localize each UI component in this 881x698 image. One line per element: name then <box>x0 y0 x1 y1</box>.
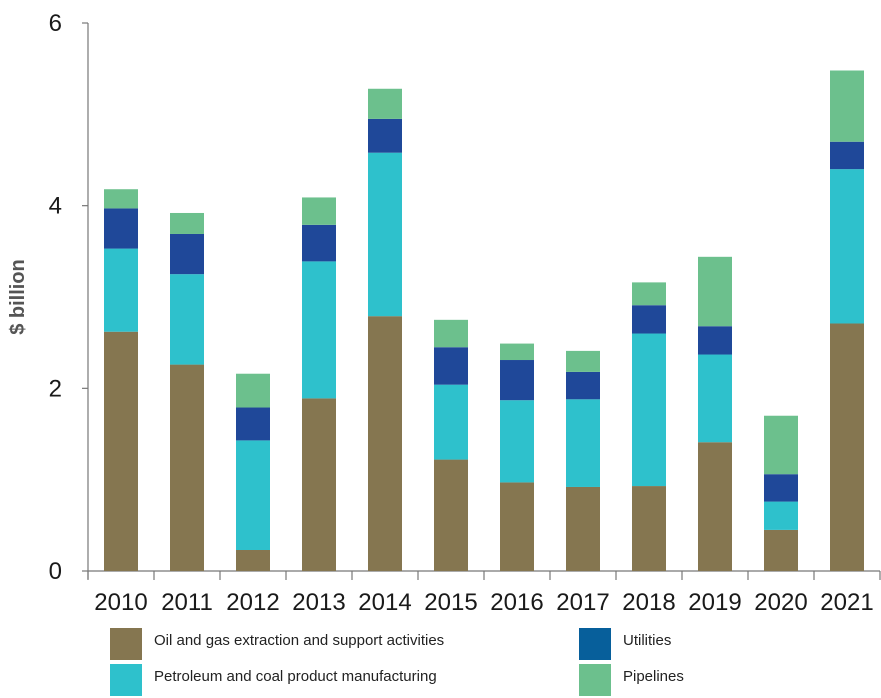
legend-label: Pipelines <box>623 668 684 685</box>
x-tick-label: 2012 <box>226 589 279 616</box>
x-tick-label: 2020 <box>754 589 807 616</box>
bar-segment <box>830 70 864 142</box>
bar-segment <box>104 189 138 209</box>
bar-segment <box>236 407 270 441</box>
bar-segment <box>170 233 204 275</box>
bar-segment <box>500 343 534 361</box>
legend-label: Oil and gas extraction and support activ… <box>154 632 444 649</box>
bar-segment <box>368 118 402 153</box>
bar-segment <box>632 305 666 334</box>
bar-segment <box>170 364 204 571</box>
bar-segment <box>632 282 666 306</box>
bar-segment <box>236 373 270 408</box>
bar-segment <box>170 212 204 234</box>
bar-segment <box>368 316 402 571</box>
x-tick-label: 2010 <box>94 589 147 616</box>
bar-segment <box>434 459 468 571</box>
x-tick-label: 2016 <box>490 589 543 616</box>
bar-segment <box>368 88 402 119</box>
legend-label: Utilities <box>623 632 671 649</box>
x-axis: 2010 2011 2012 2013 2014 2015 2016 2017 2018 2019… <box>87 570 881 616</box>
y-tick-label: 2 <box>49 375 62 402</box>
bar-segment <box>434 384 468 460</box>
bar-segment <box>434 319 468 348</box>
bar-segment <box>104 331 138 571</box>
bar-segment <box>764 501 798 530</box>
x-tick-label: 2013 <box>292 589 345 616</box>
x-tick-label: 2019 <box>688 589 741 616</box>
x-tick-label: 2014 <box>358 589 411 616</box>
bar-segment <box>830 169 864 324</box>
bar-segment <box>170 274 204 365</box>
bar-segment <box>698 442 732 571</box>
y-tick-label: 4 <box>49 193 62 220</box>
legend: Oil and gas extraction and support activ… <box>110 628 684 696</box>
legend-swatch <box>110 628 142 660</box>
bar-segment <box>566 486 600 571</box>
bar-segment <box>368 152 402 317</box>
bar-segment <box>566 371 600 400</box>
bar-segment <box>302 398 336 571</box>
bars <box>104 70 864 571</box>
bar-segment <box>764 415 798 475</box>
x-tick-label: 2017 <box>556 589 609 616</box>
bar-segment <box>302 197 336 225</box>
bar-segment <box>698 354 732 443</box>
bar-segment <box>698 326 732 355</box>
bar-segment <box>434 347 468 385</box>
bar-segment <box>830 323 864 571</box>
y-tick-label: 0 <box>49 558 62 585</box>
y-tick-label: 6 <box>49 10 62 37</box>
legend-swatch <box>579 664 611 696</box>
bar-segment <box>764 474 798 502</box>
bar-segment <box>566 350 600 372</box>
legend-label: Petroleum and coal product manufacturing <box>154 668 437 685</box>
bar-segment <box>632 333 666 487</box>
bar-segment <box>830 141 864 170</box>
y-axis: 0 2 4 6 <box>49 10 89 585</box>
bar-segment <box>236 440 270 550</box>
x-tick-label: 2021 <box>820 589 873 616</box>
bar-segment <box>566 399 600 487</box>
bar-segment <box>104 208 138 249</box>
bar-segment <box>764 529 798 571</box>
bar-segment <box>500 360 534 401</box>
legend-swatch <box>579 628 611 660</box>
x-tick-label: 2015 <box>424 589 477 616</box>
legend-swatch <box>110 664 142 696</box>
bar-segment <box>302 224 336 262</box>
bar-segment <box>632 486 666 571</box>
x-tick-label: 2011 <box>161 589 213 616</box>
bar-segment <box>500 400 534 483</box>
y-axis-label: $ billion <box>7 259 29 335</box>
bar-segment <box>302 261 336 399</box>
bar-segment <box>500 482 534 571</box>
x-tick-label: 2018 <box>622 589 675 616</box>
bar-segment <box>104 248 138 332</box>
bar-segment <box>236 549 270 571</box>
bar-segment <box>698 256 732 327</box>
